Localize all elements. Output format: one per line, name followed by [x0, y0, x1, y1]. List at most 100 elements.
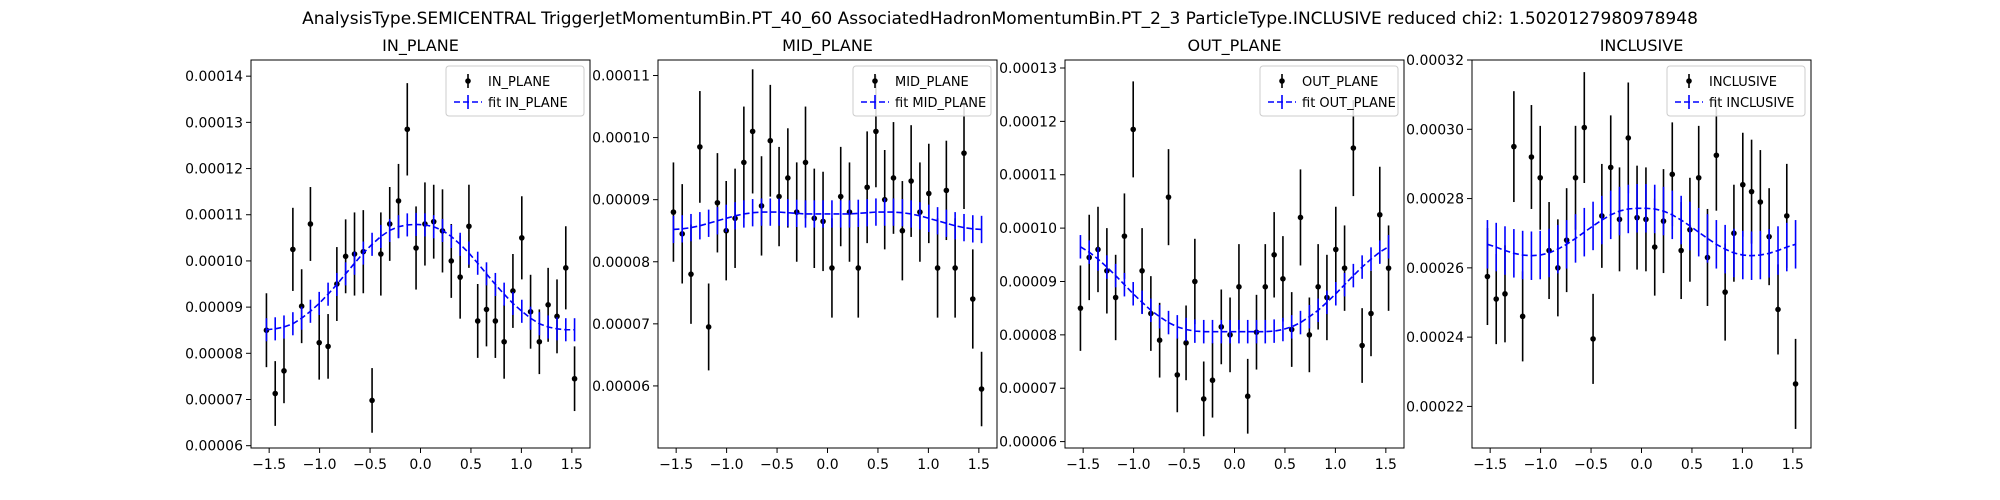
data-point	[290, 246, 296, 253]
data-point	[342, 253, 349, 260]
data-point	[1297, 214, 1304, 221]
subplot-title: OUT_PLANE	[1187, 36, 1281, 56]
data-point	[1368, 310, 1374, 317]
data-point	[1581, 124, 1588, 131]
x-tick-label: 0.5	[1681, 457, 1703, 473]
x-tick-label: −0.5	[1167, 457, 1201, 473]
y-tick-label: 0.00008	[999, 328, 1057, 344]
fit-series	[265, 212, 576, 342]
x-tick-label: 0.5	[867, 457, 889, 473]
data-series	[670, 69, 985, 427]
data-point	[378, 251, 384, 257]
legend-box	[1666, 65, 1806, 117]
data-point	[1669, 171, 1676, 178]
data-point	[864, 184, 870, 191]
legend-label: fit MID_PLANE	[895, 96, 986, 111]
data-point	[705, 324, 712, 330]
x-tick-label: −1.5	[659, 457, 693, 473]
data-point	[281, 368, 287, 374]
x-tick-label: 1.5	[561, 457, 583, 473]
data-point	[961, 150, 967, 156]
data-point	[978, 386, 985, 392]
x-tick-label: −0.5	[760, 457, 794, 473]
data-point	[1209, 377, 1216, 384]
data-point	[1112, 294, 1119, 301]
x-tick-label: −1.0	[710, 457, 744, 473]
data-point	[466, 223, 472, 230]
data-point	[1695, 174, 1702, 181]
data-point	[890, 175, 897, 181]
subplots: IN_PLANE −1.5 −1.0 −0.5 0.0 0.5 1.0 1.5 0.00006 0…	[185, 36, 1812, 473]
data-point	[298, 303, 305, 309]
y-tick-label: 0.00010	[592, 131, 650, 147]
y-tick-label: 0.00009	[592, 193, 650, 209]
x-tick-label: 0.5	[460, 457, 482, 473]
y-tick-label: 0.00007	[185, 393, 243, 409]
data-point	[518, 235, 525, 241]
data-point	[1590, 336, 1596, 342]
y-tick-label: 0.00026	[1406, 261, 1464, 277]
x-tick-label: 0.0	[816, 457, 838, 473]
data-point	[1376, 211, 1383, 218]
y-tick-label: 0.00008	[185, 346, 243, 362]
data-point	[1651, 244, 1658, 250]
y-tick-label: 0.00024	[1406, 330, 1464, 346]
data-point	[1200, 396, 1207, 402]
data-point	[688, 271, 694, 277]
data-point	[1713, 152, 1720, 159]
y-tick-label: 0.00009	[185, 300, 243, 316]
data-point	[873, 128, 879, 135]
legend-label: IN_PLANE	[488, 75, 550, 90]
data-point	[1315, 284, 1321, 290]
y-tick-label: 0.00008	[592, 255, 650, 271]
data-point	[776, 193, 782, 200]
x-tick-label: −1.0	[1117, 457, 1151, 473]
data-point	[785, 175, 791, 181]
x-tick-label: 1.5	[1782, 457, 1804, 473]
data-point	[325, 343, 331, 350]
x-tick-label: −1.0	[1524, 457, 1558, 473]
x-tick-label: 1.0	[1324, 457, 1346, 473]
subplot-title: IN_PLANE	[382, 36, 459, 56]
data-point	[404, 126, 411, 133]
subplot-3: INCLUSIVE −1.5 −1.0 −0.5 0.0 0.5 1.0 1.5 0.00022…	[1406, 36, 1812, 473]
data-point	[1280, 276, 1286, 282]
subplot-0: IN_PLANE −1.5 −1.0 −0.5 0.0 0.5 1.0 1.5 0.00006 0…	[185, 36, 591, 473]
legend-label: OUT_PLANE	[1302, 75, 1378, 90]
fit-line	[1080, 246, 1389, 333]
legend-data-marker	[1279, 78, 1285, 84]
data-point	[1607, 164, 1614, 171]
data-point	[697, 144, 703, 150]
data-point	[1350, 145, 1357, 151]
legend-label: INCLUSIVE	[1709, 75, 1777, 90]
subplot-1: MID_PLANE −1.5 −1.0 −0.5 0.0 0.5 1.0 1.5 0.00006…	[592, 36, 998, 473]
data-point	[1121, 233, 1128, 239]
legend-label: fit INCLUSIVE	[1709, 96, 1794, 111]
y-tick-label: 0.00011	[592, 69, 650, 85]
data-point	[1341, 265, 1348, 271]
data-point	[1748, 188, 1755, 195]
data-point	[571, 375, 578, 382]
y-tick-label: 0.00030	[1406, 122, 1464, 138]
y-tick-label: 0.00006	[185, 439, 243, 455]
data-point	[554, 313, 560, 320]
data-point	[536, 338, 543, 345]
data-point	[802, 159, 809, 166]
data-point	[829, 265, 835, 271]
fit-line	[266, 223, 575, 331]
data-point	[1385, 265, 1392, 271]
data-point	[943, 187, 950, 194]
data-point	[934, 265, 941, 271]
data-point	[1625, 135, 1632, 141]
data-point	[908, 178, 914, 184]
legend: INCLUSIVE fit INCLUSIVE	[1666, 65, 1806, 117]
data-point	[1359, 342, 1365, 349]
data-point	[474, 318, 481, 324]
x-tick-label: 1.0	[510, 457, 532, 473]
data-point	[837, 193, 844, 200]
x-tick-label: −1.5	[252, 457, 286, 473]
data-point	[272, 390, 279, 397]
data-point	[1271, 252, 1277, 258]
